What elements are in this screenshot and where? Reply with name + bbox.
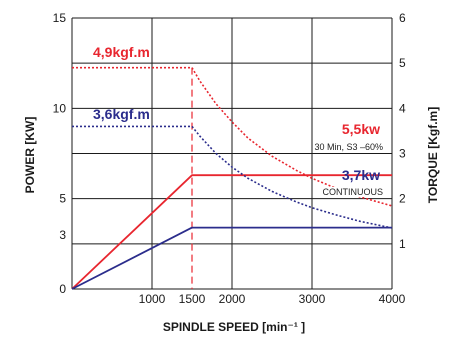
y-left-tick-label: 0 — [59, 282, 66, 296]
annotation-torque-30min-label: 4,9kgf.m — [93, 44, 150, 60]
series-line-power-continuous — [71, 226, 392, 290]
x-tick-label: 2000 — [219, 292, 246, 306]
y-right-tick-label: 4 — [399, 101, 406, 115]
y-right-tick-label: 1 — [399, 237, 406, 251]
annotation-group: 4,9kgf.m 3,6kgf.m 5,5kw 30 Min, S3 –60% 3,7k… — [93, 44, 385, 197]
annotation-power-cont-note-bg — [320, 187, 385, 197]
series-line-power-30min — [71, 174, 392, 290]
x-tick-label: 3000 — [299, 292, 326, 306]
y-axis-right-title: TORQUE [Kgf.m] — [426, 107, 440, 203]
y-right-tick-label: 6 — [399, 11, 406, 25]
x-tick-label: 1000 — [139, 292, 166, 306]
y-left-tick-label: 15 — [53, 11, 67, 25]
y-axis-left-title: POWER [KW] — [23, 117, 37, 194]
y-left-tick-label: 3 — [59, 228, 66, 242]
y-left-tick-label: 5 — [59, 192, 66, 206]
x-tick-label: 1500 — [179, 292, 206, 306]
annotation-power-cont-note: CONTINUOUS — [323, 187, 384, 197]
annotation-power-cont-label: 3,7kw — [342, 167, 380, 183]
y-left-tick-label: 10 — [53, 101, 67, 115]
grid — [71, 17, 393, 290]
series-line-torque-continuous — [72, 125, 393, 229]
x-tick-label: 4000 — [379, 292, 406, 306]
annotation-torque-cont-label: 3,6kgf.m — [93, 106, 150, 122]
y-right-tick-label: 2 — [399, 192, 406, 206]
x-axis-title: SPINDLE SPEED [min⁻¹ ] — [163, 320, 305, 334]
annotation-power-30min-note: 30 Min, S3 –60% — [314, 142, 383, 152]
y-right-tick-label: 5 — [399, 56, 406, 70]
annotation-power-30min-label: 5,5kw — [342, 121, 380, 137]
tick-labels: 1000 1500 2000 3000 4000 0 3 5 10 15 1 2 3 4 5 6 — [53, 11, 406, 306]
y-right-tick-label: 3 — [399, 147, 406, 161]
